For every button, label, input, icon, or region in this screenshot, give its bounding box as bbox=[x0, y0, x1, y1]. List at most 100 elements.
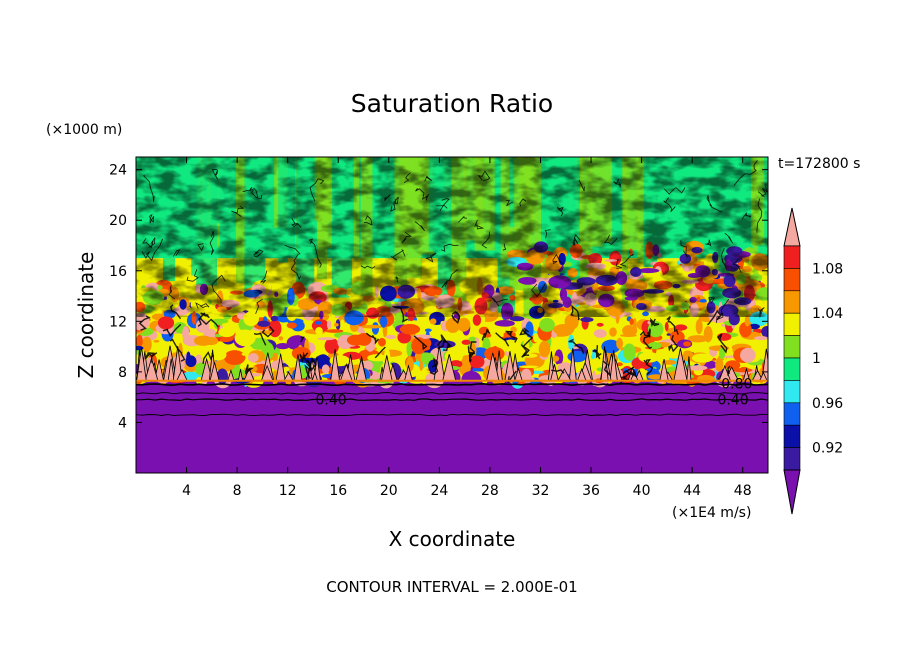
contour-line bbox=[603, 234, 618, 245]
field-cell bbox=[449, 360, 463, 368]
contour-line bbox=[668, 334, 679, 353]
contour-line bbox=[211, 169, 219, 180]
field-cell bbox=[185, 355, 197, 368]
contour-line bbox=[244, 364, 254, 375]
contour-line bbox=[415, 188, 429, 201]
contour-line bbox=[435, 205, 448, 209]
contour-line bbox=[708, 296, 716, 304]
contour-line bbox=[615, 258, 623, 269]
field-cell bbox=[397, 331, 411, 344]
y-tick-label: 8 bbox=[118, 365, 127, 381]
contour-line bbox=[200, 312, 210, 319]
contour-label: 0.40 bbox=[315, 393, 346, 409]
field-cell bbox=[333, 323, 339, 327]
contour-interval-label: CONTOUR INTERVAL = 2.000E-01 bbox=[326, 578, 577, 596]
contour-line bbox=[441, 269, 459, 288]
field-cell bbox=[406, 341, 413, 357]
field-cell bbox=[538, 340, 551, 358]
contour-line bbox=[505, 199, 514, 207]
contour-lines bbox=[136, 160, 768, 417]
colorbar-swatch bbox=[783, 290, 801, 314]
contour-line bbox=[502, 243, 507, 251]
field-cell bbox=[340, 319, 345, 329]
contour-line bbox=[568, 338, 585, 355]
contour-line bbox=[304, 356, 317, 380]
field-cell bbox=[241, 352, 250, 356]
x-tick-label: 36 bbox=[582, 483, 600, 499]
colorbar-tick-label: 0.92 bbox=[812, 441, 843, 457]
x-tick-label: 40 bbox=[633, 483, 651, 499]
field-cell bbox=[616, 337, 624, 350]
contour-line bbox=[619, 253, 634, 267]
field-cell bbox=[157, 350, 169, 354]
contour-line bbox=[197, 243, 204, 252]
contour-label: 0.40 bbox=[717, 393, 748, 409]
contour-line bbox=[572, 234, 581, 247]
colorbar: 0.92 0.96 1 1.04 1.08 bbox=[783, 207, 843, 515]
field-cell bbox=[696, 374, 715, 384]
contour-line bbox=[593, 345, 602, 360]
field-cell bbox=[314, 321, 322, 325]
field-cell bbox=[703, 325, 713, 343]
x-tick-label: 24 bbox=[430, 483, 448, 499]
contour-line bbox=[706, 194, 723, 213]
y-axis-label: Z coordinate bbox=[74, 252, 98, 379]
field-cell bbox=[198, 346, 214, 350]
field-cell bbox=[715, 357, 724, 372]
field-cell bbox=[688, 365, 708, 371]
field-cell bbox=[218, 327, 235, 338]
contour-line bbox=[481, 328, 491, 342]
field-cell bbox=[346, 334, 366, 346]
field-cell bbox=[629, 318, 634, 326]
contour-line bbox=[521, 330, 534, 358]
field-cell bbox=[664, 322, 669, 332]
field-cell bbox=[257, 320, 271, 327]
field-cell bbox=[754, 336, 768, 341]
plot-area bbox=[136, 157, 768, 473]
field-cell bbox=[609, 327, 617, 337]
contour-line bbox=[458, 215, 467, 223]
contour-line bbox=[251, 188, 263, 199]
contour-line bbox=[602, 360, 611, 376]
x-tick-label: 28 bbox=[481, 483, 499, 499]
contour-line bbox=[570, 304, 580, 321]
field-cell bbox=[619, 333, 637, 337]
field-cell bbox=[195, 319, 210, 333]
contour-line bbox=[552, 253, 565, 265]
field-cell bbox=[494, 319, 515, 327]
contour-line bbox=[429, 357, 439, 376]
contour-line bbox=[141, 238, 163, 262]
field-cell bbox=[157, 316, 175, 330]
x-tick-label: 48 bbox=[734, 483, 752, 499]
field-cell bbox=[325, 329, 344, 333]
contour-line bbox=[209, 230, 215, 255]
field-cell bbox=[250, 372, 261, 377]
contour-line bbox=[519, 327, 530, 336]
contour-line bbox=[531, 283, 546, 298]
field-cell bbox=[291, 346, 311, 360]
contour-line bbox=[136, 392, 768, 395]
contour-line bbox=[721, 248, 727, 268]
field-cell bbox=[687, 335, 709, 343]
field-cell bbox=[683, 341, 691, 347]
contour-line bbox=[639, 330, 653, 349]
contour-line bbox=[284, 244, 301, 255]
texture-noise bbox=[136, 157, 768, 317]
contour-line bbox=[544, 229, 551, 239]
contour-line bbox=[374, 346, 386, 359]
colorbar-top-arrow bbox=[783, 207, 801, 247]
field-cell bbox=[695, 319, 703, 335]
x-axis-label: X coordinate bbox=[389, 527, 516, 551]
field-cell bbox=[638, 351, 660, 363]
colorbar-tick-label: 0.96 bbox=[812, 396, 843, 412]
field-cell bbox=[317, 337, 335, 341]
contour-line bbox=[168, 286, 176, 300]
colorbar-bottom-arrow bbox=[783, 469, 801, 515]
y-tick-label: 20 bbox=[109, 213, 127, 229]
colorbar-swatch bbox=[783, 357, 801, 381]
contour-line bbox=[291, 217, 302, 228]
colorbar-tick-label: 1.04 bbox=[812, 306, 843, 322]
contour-line bbox=[255, 298, 263, 315]
contour-line bbox=[300, 336, 305, 343]
contour-line bbox=[169, 338, 186, 362]
